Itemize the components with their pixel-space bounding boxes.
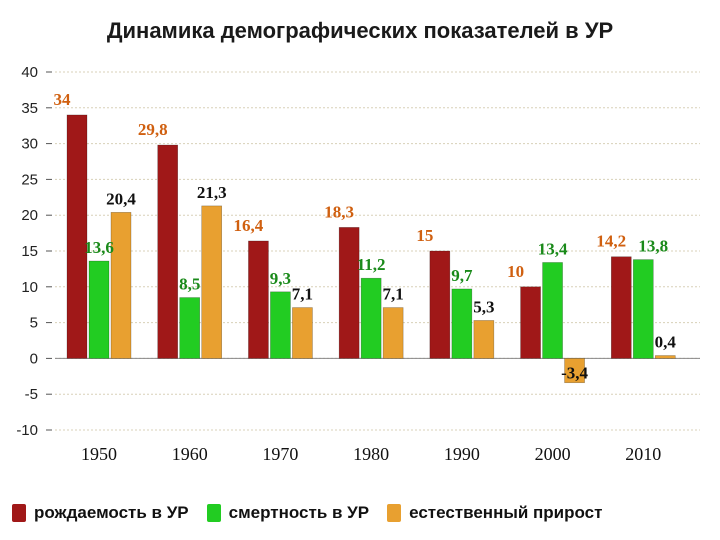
x-category-label: 1990 xyxy=(444,444,480,464)
data-label-natural-growth-2010: 0,4 xyxy=(655,333,677,352)
y-tick-label: 30 xyxy=(21,136,38,153)
bar-natural-growth-2010 xyxy=(654,355,676,359)
y-tick-label: 15 xyxy=(21,243,38,260)
legend-swatch-natural-growth xyxy=(387,504,402,522)
data-label-natural-growth-1970: 7,1 xyxy=(292,285,313,304)
x-category-label: 1980 xyxy=(353,444,389,464)
data-label-deaths-1950: 13,6 xyxy=(84,238,114,257)
bar-deaths-1990 xyxy=(451,288,473,359)
data-label-deaths-1980: 11,2 xyxy=(357,255,386,274)
data-label-births-2000: 10 xyxy=(507,262,524,281)
y-tick-label: 20 xyxy=(21,207,38,224)
data-label-deaths-1960: 8,5 xyxy=(179,275,200,294)
legend-item-births: рождаемость в УР xyxy=(12,503,189,523)
data-label-births-1950: 34 xyxy=(54,90,72,109)
data-label-natural-growth-1980: 7,1 xyxy=(383,285,404,304)
data-label-births-1970: 16,4 xyxy=(234,216,264,235)
data-label-births-2010: 14,2 xyxy=(596,232,626,251)
data-label-deaths-1990: 9,7 xyxy=(451,266,473,285)
bar-natural-growth-1980 xyxy=(382,307,404,359)
y-tick-label: 10 xyxy=(21,279,38,296)
bar-births-1990 xyxy=(429,250,451,359)
data-label-natural-growth-2000: -3,4 xyxy=(561,363,588,382)
data-label-births-1990: 15 xyxy=(416,226,433,245)
y-tick-label: 35 xyxy=(21,100,38,117)
bar-natural-growth-1960 xyxy=(201,205,223,359)
x-category-label: 1950 xyxy=(81,444,117,464)
x-category-label: 2010 xyxy=(625,444,661,464)
legend-item-deaths: смертность в УР xyxy=(206,503,370,523)
data-label-deaths-2010: 13,8 xyxy=(638,237,668,256)
legend-label-deaths: смертность в УР xyxy=(228,503,370,522)
data-label-natural-growth-1990: 5,3 xyxy=(473,297,494,316)
y-tick-label: 5 xyxy=(30,315,38,332)
bar-deaths-1950 xyxy=(88,260,110,359)
bar-births-1950 xyxy=(66,114,88,359)
bar-births-1960 xyxy=(157,144,179,359)
bar-deaths-2010 xyxy=(632,259,654,359)
bar-natural-growth-2000 xyxy=(564,358,585,384)
y-tick-label: 0 xyxy=(30,350,38,367)
x-category-label: 2000 xyxy=(535,444,571,464)
y-tick-label: 25 xyxy=(21,171,38,188)
chart-title: Динамика демографических показателей в У… xyxy=(106,18,614,43)
y-tick-label: -10 xyxy=(16,422,38,439)
data-label-births-1960: 29,8 xyxy=(138,120,168,139)
bar-natural-growth-1950 xyxy=(110,212,132,359)
chart-legend: рождаемость в УР смертность в УР естеств… xyxy=(12,500,712,526)
y-tick-label: -5 xyxy=(25,386,38,403)
y-tick-label: 40 xyxy=(21,64,38,81)
legend-swatch-births xyxy=(12,504,26,522)
data-label-deaths-1970: 9,3 xyxy=(270,269,291,288)
bar-deaths-1960 xyxy=(179,297,201,359)
legend-item-natural-growth: естественный прирост xyxy=(387,503,602,523)
bar-births-1970 xyxy=(248,240,269,359)
x-category-label: 1960 xyxy=(172,444,208,464)
bar-deaths-1970 xyxy=(270,291,291,359)
bar-natural-growth-1990 xyxy=(473,320,495,359)
bar-births-2000 xyxy=(520,286,541,359)
legend-swatch-deaths xyxy=(206,504,221,522)
bar-deaths-1980 xyxy=(360,277,382,359)
data-label-natural-growth-1960: 21,3 xyxy=(197,183,227,202)
bar-natural-growth-1970 xyxy=(292,307,313,359)
bar-deaths-2000 xyxy=(542,262,563,359)
bar-births-2010 xyxy=(610,256,632,359)
legend-label-natural-growth: естественный прирост xyxy=(409,503,603,522)
x-category-label: 1970 xyxy=(262,444,298,464)
bar-births-1980 xyxy=(338,227,360,359)
data-label-natural-growth-1950: 20,4 xyxy=(106,189,136,208)
data-label-deaths-2000: 13,4 xyxy=(538,239,568,258)
data-label-births-1980: 18,3 xyxy=(324,202,354,221)
legend-label-births: рождаемость в УР xyxy=(34,503,189,522)
chart-plot: 40 35 30 25 20 15 10 5 0 -5 -10 34 13,6 20,4 29,8 8,5 2… xyxy=(16,64,700,464)
